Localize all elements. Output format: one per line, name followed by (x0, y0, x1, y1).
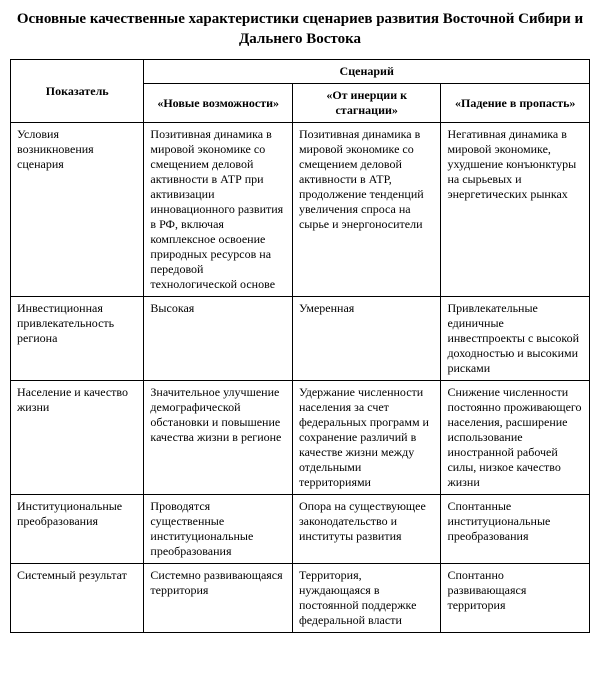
cell: Высокая (144, 297, 293, 381)
header-col3: «Падение в пропасть» (441, 84, 590, 123)
row-label: Население и качество жизни (11, 381, 144, 495)
cell: Проводятся существенные институциональны… (144, 495, 293, 564)
table-row: Системный результат Системно развивающая… (11, 564, 590, 633)
cell: Снижение численности постоянно проживающ… (441, 381, 590, 495)
cell: Опора на существующее законодательство и… (292, 495, 441, 564)
cell: Спонтанные институциональные преобразова… (441, 495, 590, 564)
cell: Привлекательные единичные инвестпроекты … (441, 297, 590, 381)
cell: Значительное улучшение демографической о… (144, 381, 293, 495)
cell: Позитивная динамика в мировой экономике … (144, 123, 293, 297)
header-scenario: Сценарий (144, 60, 590, 84)
page-title: Основные качественные характеристики сце… (10, 10, 590, 49)
header-col2: «От инерции к стагнации» (292, 84, 441, 123)
row-label: Инвестиционная привлекательность региона (11, 297, 144, 381)
row-label: Системный результат (11, 564, 144, 633)
table-row: Условия возникновения сценария Позитивна… (11, 123, 590, 297)
cell: Спонтанно развивающаяся территория (441, 564, 590, 633)
header-indicator: Показатель (11, 60, 144, 123)
table-row: Инвестиционная привлекательность региона… (11, 297, 590, 381)
cell: Негативная динамика в мировой экономике,… (441, 123, 590, 297)
row-label: Условия возникновения сценария (11, 123, 144, 297)
cell: Умеренная (292, 297, 441, 381)
cell: Удержание численности населения за счет … (292, 381, 441, 495)
row-label: Институциональные преобразования (11, 495, 144, 564)
cell: Системно развивающаяся территория (144, 564, 293, 633)
scenarios-table: Показатель Сценарий «Новые возможности» … (10, 59, 590, 633)
table-row: Институциональные преобразования Проводя… (11, 495, 590, 564)
cell: Позитивная динамика в мировой экономике … (292, 123, 441, 297)
header-col1: «Новые возможности» (144, 84, 293, 123)
cell: Территория, нуждающаяся в постоянной под… (292, 564, 441, 633)
table-row: Население и качество жизни Значительное … (11, 381, 590, 495)
